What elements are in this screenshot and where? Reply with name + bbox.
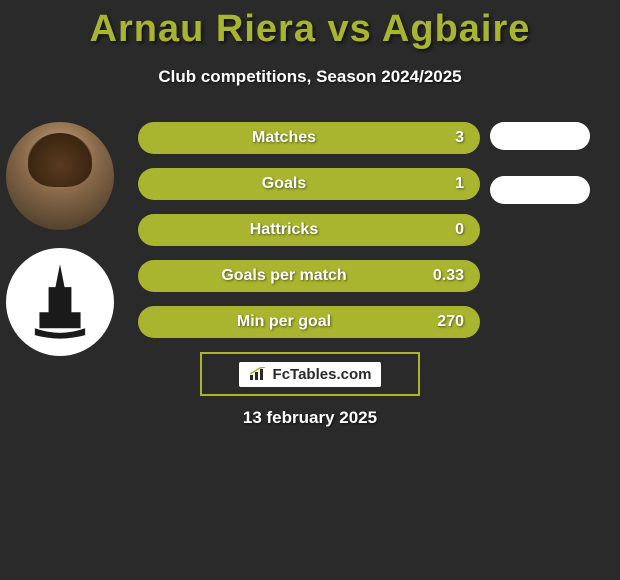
stat-row: Min per goal 270 [138,306,480,338]
side-pill [490,122,590,150]
stat-label: Goals per match [154,267,414,285]
side-pill-column [490,122,590,230]
subtitle: Club competitions, Season 2024/2025 [0,67,620,87]
stat-label: Min per goal [154,313,414,331]
avatar-column [6,122,114,356]
stat-label: Hattricks [154,221,414,239]
stat-value: 1 [414,175,464,193]
stat-value: 0 [414,221,464,239]
stat-row: Hattricks 0 [138,214,480,246]
stats-list: Matches 3 Goals 1 Hattricks 0 Goals per … [138,122,480,352]
page-title: Arnau Riera vs Agbaire [0,0,620,51]
side-pill [490,176,590,204]
stat-row: Matches 3 [138,122,480,154]
stat-value: 0.33 [414,267,464,285]
club-crest-icon [25,262,95,342]
date-label: 13 february 2025 [0,408,620,428]
stat-row: Goals per match 0.33 [138,260,480,292]
brand-box: FcTables.com [200,352,420,396]
player1-avatar [6,122,114,230]
chart-icon [249,367,267,381]
stat-value: 270 [414,313,464,331]
brand-text: FcTables.com [273,366,372,383]
player2-avatar [6,248,114,356]
brand-label: FcTables.com [239,362,382,387]
stat-value: 3 [414,129,464,147]
stat-row: Goals 1 [138,168,480,200]
stat-label: Matches [154,129,414,147]
stat-label: Goals [154,175,414,193]
